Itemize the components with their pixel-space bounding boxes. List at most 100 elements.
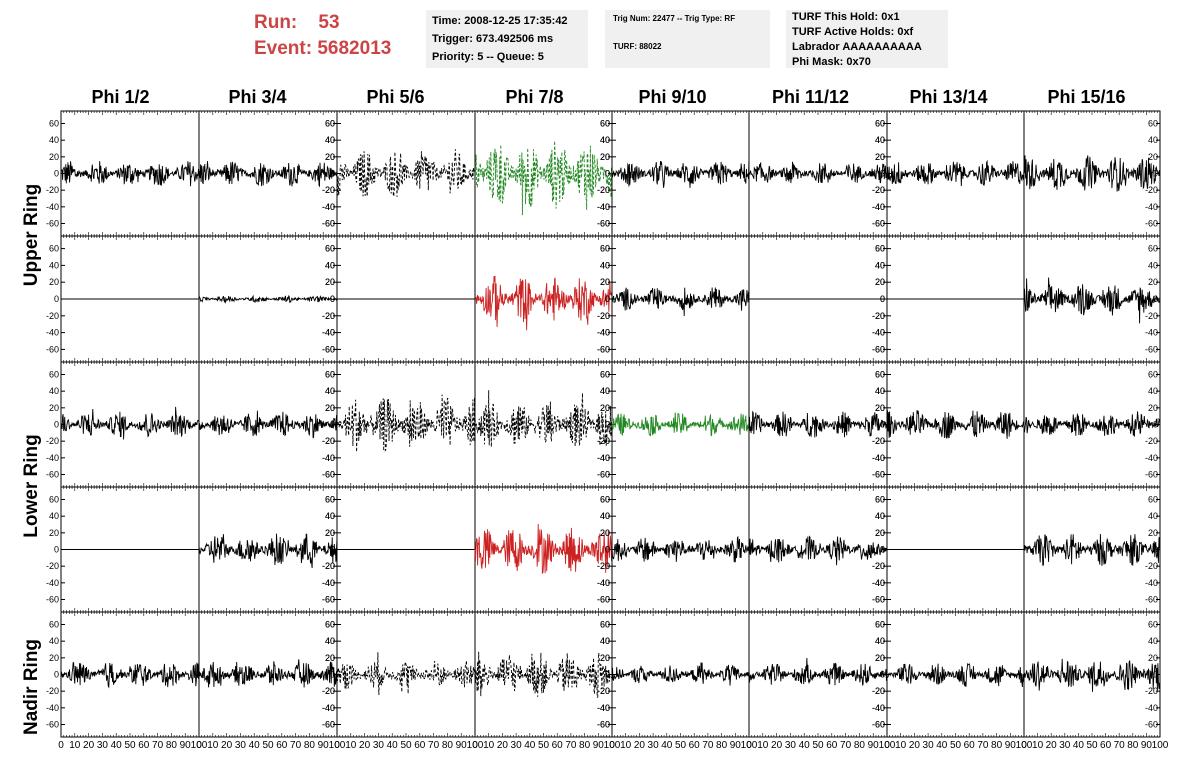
y-tick-label: 20 xyxy=(600,653,610,663)
waveform-trace xyxy=(474,390,613,448)
y-tick-label: 0 xyxy=(880,545,885,555)
y-tick-label: -60 xyxy=(1145,595,1158,605)
y-tick-label: 0 xyxy=(605,169,610,179)
y-tick-label: 20 xyxy=(325,528,335,538)
y-tick-label: 20 xyxy=(49,528,59,538)
y-tick-label: -20 xyxy=(872,686,885,696)
y-tick-label: -60 xyxy=(872,720,885,730)
x-tick-label: 20 xyxy=(771,740,783,751)
y-tick-label: -40 xyxy=(597,703,610,713)
y-tick-label: 40 xyxy=(875,260,885,270)
labrador-text: Labrador AAAAAAAAAA xyxy=(792,41,922,53)
y-tick-label: -40 xyxy=(46,578,59,588)
waveform-trace xyxy=(198,659,338,688)
priority-text: Priority: 5 -- Queue: 5 xyxy=(432,51,544,63)
x-tick-label: 10 xyxy=(620,740,632,751)
y-tick-label: -40 xyxy=(872,703,885,713)
y-tick-label: -40 xyxy=(322,578,335,588)
x-tick-label: 10 xyxy=(207,740,219,751)
x-tick-label: 0 xyxy=(58,740,64,751)
y-tick-label: -40 xyxy=(1145,328,1158,338)
x-tick-label: 60 xyxy=(414,740,426,751)
y-tick-label: -20 xyxy=(322,436,335,446)
x-tick-label: 40 xyxy=(799,740,811,751)
y-tick-label: -20 xyxy=(46,436,59,446)
x-tick-label: 0 xyxy=(1021,740,1027,751)
y-tick-label: -60 xyxy=(1145,720,1158,730)
x-tick-label: 20 xyxy=(497,740,509,751)
y-tick-label: -60 xyxy=(872,595,885,605)
y-tick-label: 40 xyxy=(600,135,610,145)
waveform-trace xyxy=(60,406,200,440)
y-tick-label: 60 xyxy=(600,620,610,630)
y-tick-label: 60 xyxy=(49,620,59,630)
x-tick-label: 90 xyxy=(730,740,742,751)
waveform-trace xyxy=(748,535,888,566)
y-tick-label: 60 xyxy=(325,495,335,505)
y-tick-label: 60 xyxy=(325,495,335,505)
x-tick-label: 10 xyxy=(345,740,357,751)
y-tick-label: -20 xyxy=(597,436,610,446)
y-tick-label: -20 xyxy=(872,561,885,571)
waveform-trace xyxy=(336,394,476,452)
y-tick-label: 20 xyxy=(1148,528,1158,538)
y-tick-label: 60 xyxy=(325,620,335,630)
y-tick-label: -20 xyxy=(872,311,885,321)
y-tick-label: 60 xyxy=(1148,119,1158,129)
y-tick-label: 0 xyxy=(605,294,610,304)
x-tick-label: 70 xyxy=(565,740,577,751)
x-tick-label: 40 xyxy=(524,740,536,751)
y-tick-label: 20 xyxy=(325,152,335,162)
x-tick-label: 50 xyxy=(124,740,136,751)
y-tick-label: 60 xyxy=(875,370,885,380)
x-tick-label: 70 xyxy=(152,740,164,751)
y-tick-label: 60 xyxy=(600,370,610,380)
trig-info-box: Trig Num: 22477 -- Trig Type: RF TURF: 8… xyxy=(605,10,770,68)
y-tick-label: -60 xyxy=(597,219,610,229)
x-tick-label: 10 xyxy=(895,740,907,751)
y-tick-label: 60 xyxy=(875,620,885,630)
y-tick-label: -60 xyxy=(1145,470,1158,480)
x-tick-label: 90 xyxy=(318,740,330,751)
y-tick-label: 60 xyxy=(875,244,885,254)
y-tick-label: 40 xyxy=(600,260,610,270)
y-tick-label: 60 xyxy=(325,370,335,380)
y-tick-label: 60 xyxy=(325,244,335,254)
x-tick-label: 80 xyxy=(442,740,454,751)
x-tick-label: 60 xyxy=(964,740,976,751)
x-tick-label: 60 xyxy=(826,740,838,751)
y-tick-label: 40 xyxy=(1148,135,1158,145)
y-tick-label: -60 xyxy=(46,595,59,605)
x-tick-label: 0 xyxy=(609,740,615,751)
y-tick-label: 40 xyxy=(600,511,610,521)
y-tick-label: 0 xyxy=(880,420,885,430)
y-tick-label: 20 xyxy=(875,653,885,663)
column-header-phi-15-16: Phi 15/16 xyxy=(1047,87,1126,107)
y-tick-label: 40 xyxy=(875,386,885,396)
waveform-trace xyxy=(1023,277,1161,324)
x-tick-label: 90 xyxy=(1141,740,1153,751)
y-tick-label: -20 xyxy=(1145,185,1158,195)
y-tick-label: 0 xyxy=(54,420,59,430)
y-tick-label: 40 xyxy=(875,135,885,145)
waveform-trace xyxy=(198,161,338,188)
x-tick-label: 90 xyxy=(868,740,880,751)
x-tick-label: 50 xyxy=(812,740,824,751)
event-label: Event: xyxy=(254,38,313,59)
x-tick-label: 100 xyxy=(191,740,208,751)
x-tick-label: 50 xyxy=(1086,740,1098,751)
y-tick-label: 40 xyxy=(325,135,335,145)
y-tick-label: -20 xyxy=(322,436,335,446)
y-tick-label: -40 xyxy=(872,328,885,338)
y-tick-label: 0 xyxy=(54,169,59,179)
x-tick-label: 50 xyxy=(400,740,412,751)
y-tick-label: 60 xyxy=(325,620,335,630)
y-tick-label: -60 xyxy=(872,344,885,354)
x-tick-label: 50 xyxy=(538,740,550,751)
y-tick-label: 40 xyxy=(49,135,59,145)
y-tick-label: -40 xyxy=(322,328,335,338)
x-tick-label: 60 xyxy=(1100,740,1112,751)
y-tick-label: 20 xyxy=(875,277,885,287)
y-tick-label: 60 xyxy=(1148,244,1158,254)
y-tick-label: 20 xyxy=(600,152,610,162)
